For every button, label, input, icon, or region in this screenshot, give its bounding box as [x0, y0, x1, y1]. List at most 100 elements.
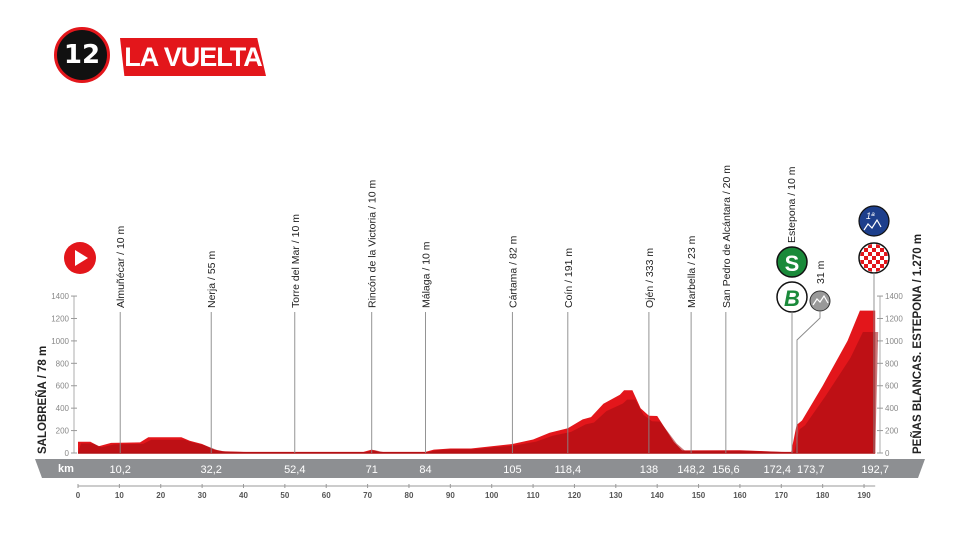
- checker: [872, 252, 876, 256]
- checker: [872, 268, 876, 272]
- x-tick-label: 20: [156, 491, 165, 500]
- x-tick-label: 40: [239, 491, 248, 500]
- checker: [868, 268, 872, 272]
- y-tick-label-right: 1200: [885, 314, 903, 323]
- km-band-value: 10,2: [109, 464, 130, 476]
- km-band-value: 172,4: [763, 464, 791, 476]
- bonus-letter: B: [784, 286, 800, 311]
- waypoint-label: Nerja / 55 m: [206, 251, 218, 308]
- checker: [880, 260, 884, 264]
- km-band-value: 52,4: [284, 464, 305, 476]
- y-tick-label-left: 800: [56, 359, 70, 368]
- y-tick-label-left: 1000: [51, 337, 69, 346]
- km-band-value: 71: [366, 464, 378, 476]
- climb-altitude: 31 m: [815, 260, 827, 284]
- x-tick-label: 140: [651, 491, 665, 500]
- checker: [880, 252, 884, 256]
- stage-number-badge: 12: [54, 27, 110, 83]
- checker: [864, 260, 868, 264]
- x-tick-label: 160: [733, 491, 747, 500]
- checker: [868, 244, 872, 248]
- checker: [876, 248, 880, 252]
- y-tick-label-right: 400: [885, 404, 899, 413]
- waypoint-label: Marbella / 23 m: [686, 235, 698, 308]
- profile-area: [78, 310, 876, 453]
- checker: [880, 264, 884, 268]
- sprint-icon: [776, 246, 808, 278]
- finish-flag-icon: [860, 244, 888, 272]
- x-tick-label: 110: [527, 491, 540, 500]
- waypoints: Almuñécar / 10 m Nerja / 55 m Torre del Ma…: [115, 165, 798, 453]
- checker: [872, 248, 876, 252]
- x-tick-label: 10: [115, 491, 124, 500]
- y-tick-label-left: 200: [56, 427, 70, 436]
- y-tick-label-right: 1000: [885, 337, 903, 346]
- y-tick-label-right: 600: [885, 382, 899, 391]
- checker: [872, 256, 876, 260]
- x-tick-label: 150: [692, 491, 706, 500]
- x-tick-label: 100: [485, 491, 499, 500]
- kom-icon: [858, 205, 890, 237]
- y-tick-label-right: 0: [885, 449, 890, 458]
- checker: [872, 260, 876, 264]
- x-tick-label: 130: [609, 491, 623, 500]
- finish-label: PEÑAS BLANCAS. ESTEPONA / 1.270 m: [911, 234, 924, 454]
- start-label: SALOBREÑA / 78 m: [36, 346, 49, 454]
- km-band-value: 173,7: [797, 464, 825, 476]
- checker: [876, 260, 880, 264]
- x-tick-label: 80: [405, 491, 414, 500]
- waypoint-label: Torre del Mar / 10 m: [290, 214, 302, 308]
- x-tick-label: 70: [363, 491, 372, 500]
- checker: [868, 256, 872, 260]
- checker: [880, 256, 884, 260]
- waypoint-label: Almuñécar / 10 m: [115, 225, 127, 308]
- checker: [872, 264, 876, 268]
- waypoint-label: Cártama / 82 m: [507, 235, 519, 308]
- waypoint-label: Estepona / 10 m: [786, 166, 798, 243]
- waypoint-label: Ojén / 333 m: [644, 248, 656, 308]
- play-icon: [75, 250, 88, 266]
- checker: [884, 260, 888, 264]
- checker: [884, 252, 888, 256]
- x-tick-label: 60: [322, 491, 331, 500]
- checker: [860, 256, 864, 260]
- checker: [860, 260, 864, 264]
- x-tick-label: 120: [568, 491, 582, 500]
- sprint-letter: S: [785, 251, 800, 276]
- x-tick-label: 170: [775, 491, 789, 500]
- km-band: [35, 459, 925, 478]
- kom-category: 1ª: [866, 211, 875, 221]
- waypoint-label: Málaga / 10 m: [421, 241, 433, 308]
- y-tick-label-left: 1400: [51, 292, 69, 301]
- y-tick-label-left: 0: [65, 449, 70, 458]
- x-tick-label: 30: [198, 491, 207, 500]
- checker: [868, 260, 872, 264]
- checker: [864, 252, 868, 256]
- checker: [868, 252, 872, 256]
- y-tick-label-right: 1400: [885, 292, 903, 301]
- x-tick-label: 50: [280, 491, 289, 500]
- la-vuelta-logo: LA VUELTA: [120, 38, 266, 76]
- checker: [864, 264, 868, 268]
- checker: [876, 252, 880, 256]
- checker: [876, 268, 880, 272]
- checker: [884, 256, 888, 260]
- y-tick-label-left: 600: [56, 382, 70, 391]
- checker: [860, 252, 864, 256]
- km-band-value: 105: [503, 464, 521, 476]
- waypoint-label: Rincón de la Victoria / 10 m: [367, 180, 379, 308]
- y-tick-label-left: 1200: [51, 314, 69, 323]
- km-band-value: 192,7: [861, 464, 889, 476]
- checker: [868, 264, 872, 268]
- y-tick-label-right: 800: [885, 359, 899, 368]
- km-band-value: 156,6: [712, 464, 740, 476]
- profile-shade: [78, 332, 879, 453]
- kom-mountain-icon: [863, 218, 882, 231]
- x-tick-label: 90: [446, 491, 455, 500]
- km-label: km: [58, 463, 74, 475]
- checker: [864, 248, 868, 252]
- y-tick-label-right: 200: [885, 427, 899, 436]
- mountain-icon: [812, 294, 829, 306]
